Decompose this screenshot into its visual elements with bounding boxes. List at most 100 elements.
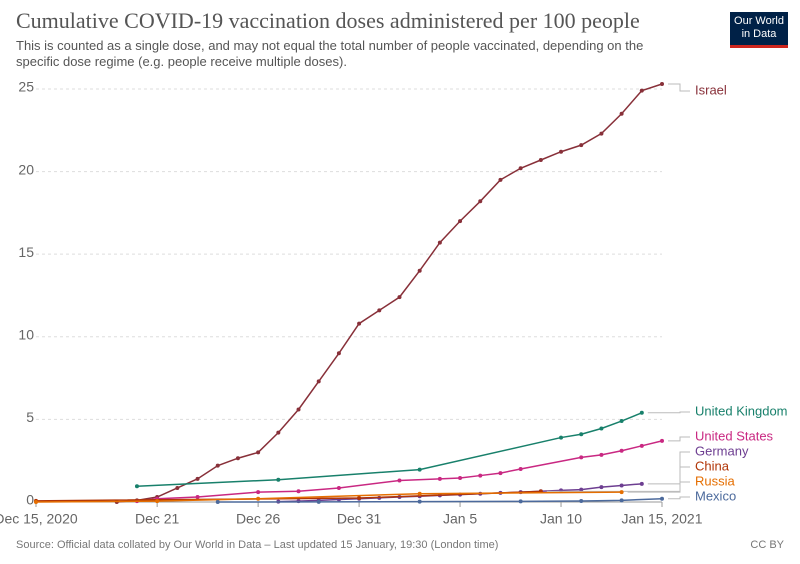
series-line: [136, 412, 643, 488]
series-label: Mexico: [695, 488, 736, 503]
data-point: [357, 321, 362, 326]
y-tick-label: 5: [26, 409, 34, 425]
data-point: [377, 308, 382, 313]
series-label: China: [695, 458, 730, 473]
data-point: [478, 473, 483, 478]
data-point: [134, 484, 139, 489]
data-point: [155, 499, 160, 504]
data-point: [256, 490, 261, 495]
data-point: [336, 485, 341, 490]
data-point: [619, 483, 624, 488]
data-point: [437, 476, 442, 481]
data-point: [458, 219, 463, 224]
label-connector: [668, 436, 690, 442]
data-point: [417, 499, 422, 504]
data-point: [579, 499, 584, 504]
y-tick-label: 25: [18, 79, 34, 95]
data-point: [357, 496, 362, 501]
data-point: [619, 111, 624, 116]
data-point: [599, 131, 604, 136]
data-point: [276, 430, 281, 435]
data-point: [336, 351, 341, 356]
x-tick-label: Dec 31: [337, 511, 382, 527]
data-point: [639, 410, 644, 415]
data-point: [215, 463, 220, 468]
label-connector: [668, 496, 690, 500]
data-point: [639, 88, 644, 93]
license[interactable]: CC BY: [750, 539, 784, 551]
label-connector: [647, 451, 690, 485]
data-point: [215, 500, 220, 504]
data-point: [316, 499, 321, 504]
data-point: [538, 158, 543, 163]
x-tick-label: Dec 26: [236, 511, 281, 527]
chart-title: Cumulative COVID-19 vaccination doses ad…: [16, 8, 640, 33]
y-tick-label: 20: [18, 161, 34, 177]
x-tick-label: Dec 21: [135, 511, 180, 527]
x-tick-label: Jan 5: [443, 511, 477, 527]
data-point: [498, 471, 503, 476]
data-point: [195, 476, 200, 481]
y-tick-label: 0: [26, 492, 34, 508]
label-connector: [627, 481, 690, 493]
data-point: [639, 481, 644, 486]
y-tick-label: 10: [18, 326, 34, 342]
data-point: [599, 426, 604, 431]
data-point: [660, 82, 664, 87]
chart-subtitle: This is counted as a single dose, and ma…: [16, 38, 644, 69]
x-tick-label: Jan 15, 2021: [622, 511, 703, 527]
data-point: [639, 443, 644, 448]
series-label: Israel: [695, 82, 727, 97]
data-point: [256, 450, 261, 455]
source-note: Source: Official data collated by Our Wo…: [16, 539, 499, 551]
data-point: [296, 407, 301, 412]
data-point: [397, 295, 402, 300]
data-point: [256, 496, 261, 501]
data-point: [619, 490, 624, 495]
data-point: [619, 498, 624, 503]
data-point: [579, 487, 584, 492]
data-point: [235, 456, 240, 461]
data-point: [316, 379, 321, 384]
label-connector: [546, 466, 690, 492]
series-line: [116, 83, 663, 503]
data-point: [559, 435, 564, 440]
data-point: [518, 166, 523, 171]
data-point: [195, 495, 200, 500]
data-point: [660, 438, 664, 443]
series-label: United Kingdom: [695, 403, 788, 418]
data-point: [175, 485, 180, 490]
data-point: [34, 500, 38, 504]
x-tick-label: Dec 15, 2020: [0, 511, 78, 527]
data-point: [417, 268, 422, 273]
label-connector: [647, 411, 690, 414]
data-point: [437, 240, 442, 245]
data-point: [296, 489, 301, 494]
data-point: [599, 485, 604, 490]
data-point: [579, 143, 584, 148]
data-point: [417, 467, 422, 472]
series-label: Germany: [695, 443, 749, 458]
data-point: [518, 499, 523, 504]
data-point: [660, 496, 664, 501]
data-point: [478, 199, 483, 204]
data-point: [498, 177, 503, 182]
data-point: [417, 491, 422, 496]
series-label: Russia: [695, 473, 736, 488]
data-point: [276, 477, 281, 482]
y-tick-label: 15: [18, 244, 34, 260]
data-point: [619, 419, 624, 424]
logo[interactable]: Our World in Data: [730, 12, 788, 48]
x-tick-label: Jan 10: [540, 511, 582, 527]
data-point: [619, 448, 624, 453]
label-connector: [668, 83, 690, 92]
data-point: [599, 452, 604, 457]
data-point: [518, 466, 523, 471]
data-point: [397, 478, 402, 483]
data-point: [458, 476, 463, 481]
data-point: [579, 432, 584, 437]
data-point: [559, 149, 564, 154]
data-point: [579, 455, 584, 460]
chart: 0 5 10 15 20 25 Dec 15, 2020 Dec 21 Dec 26 Dec 31…: [0, 79, 788, 527]
